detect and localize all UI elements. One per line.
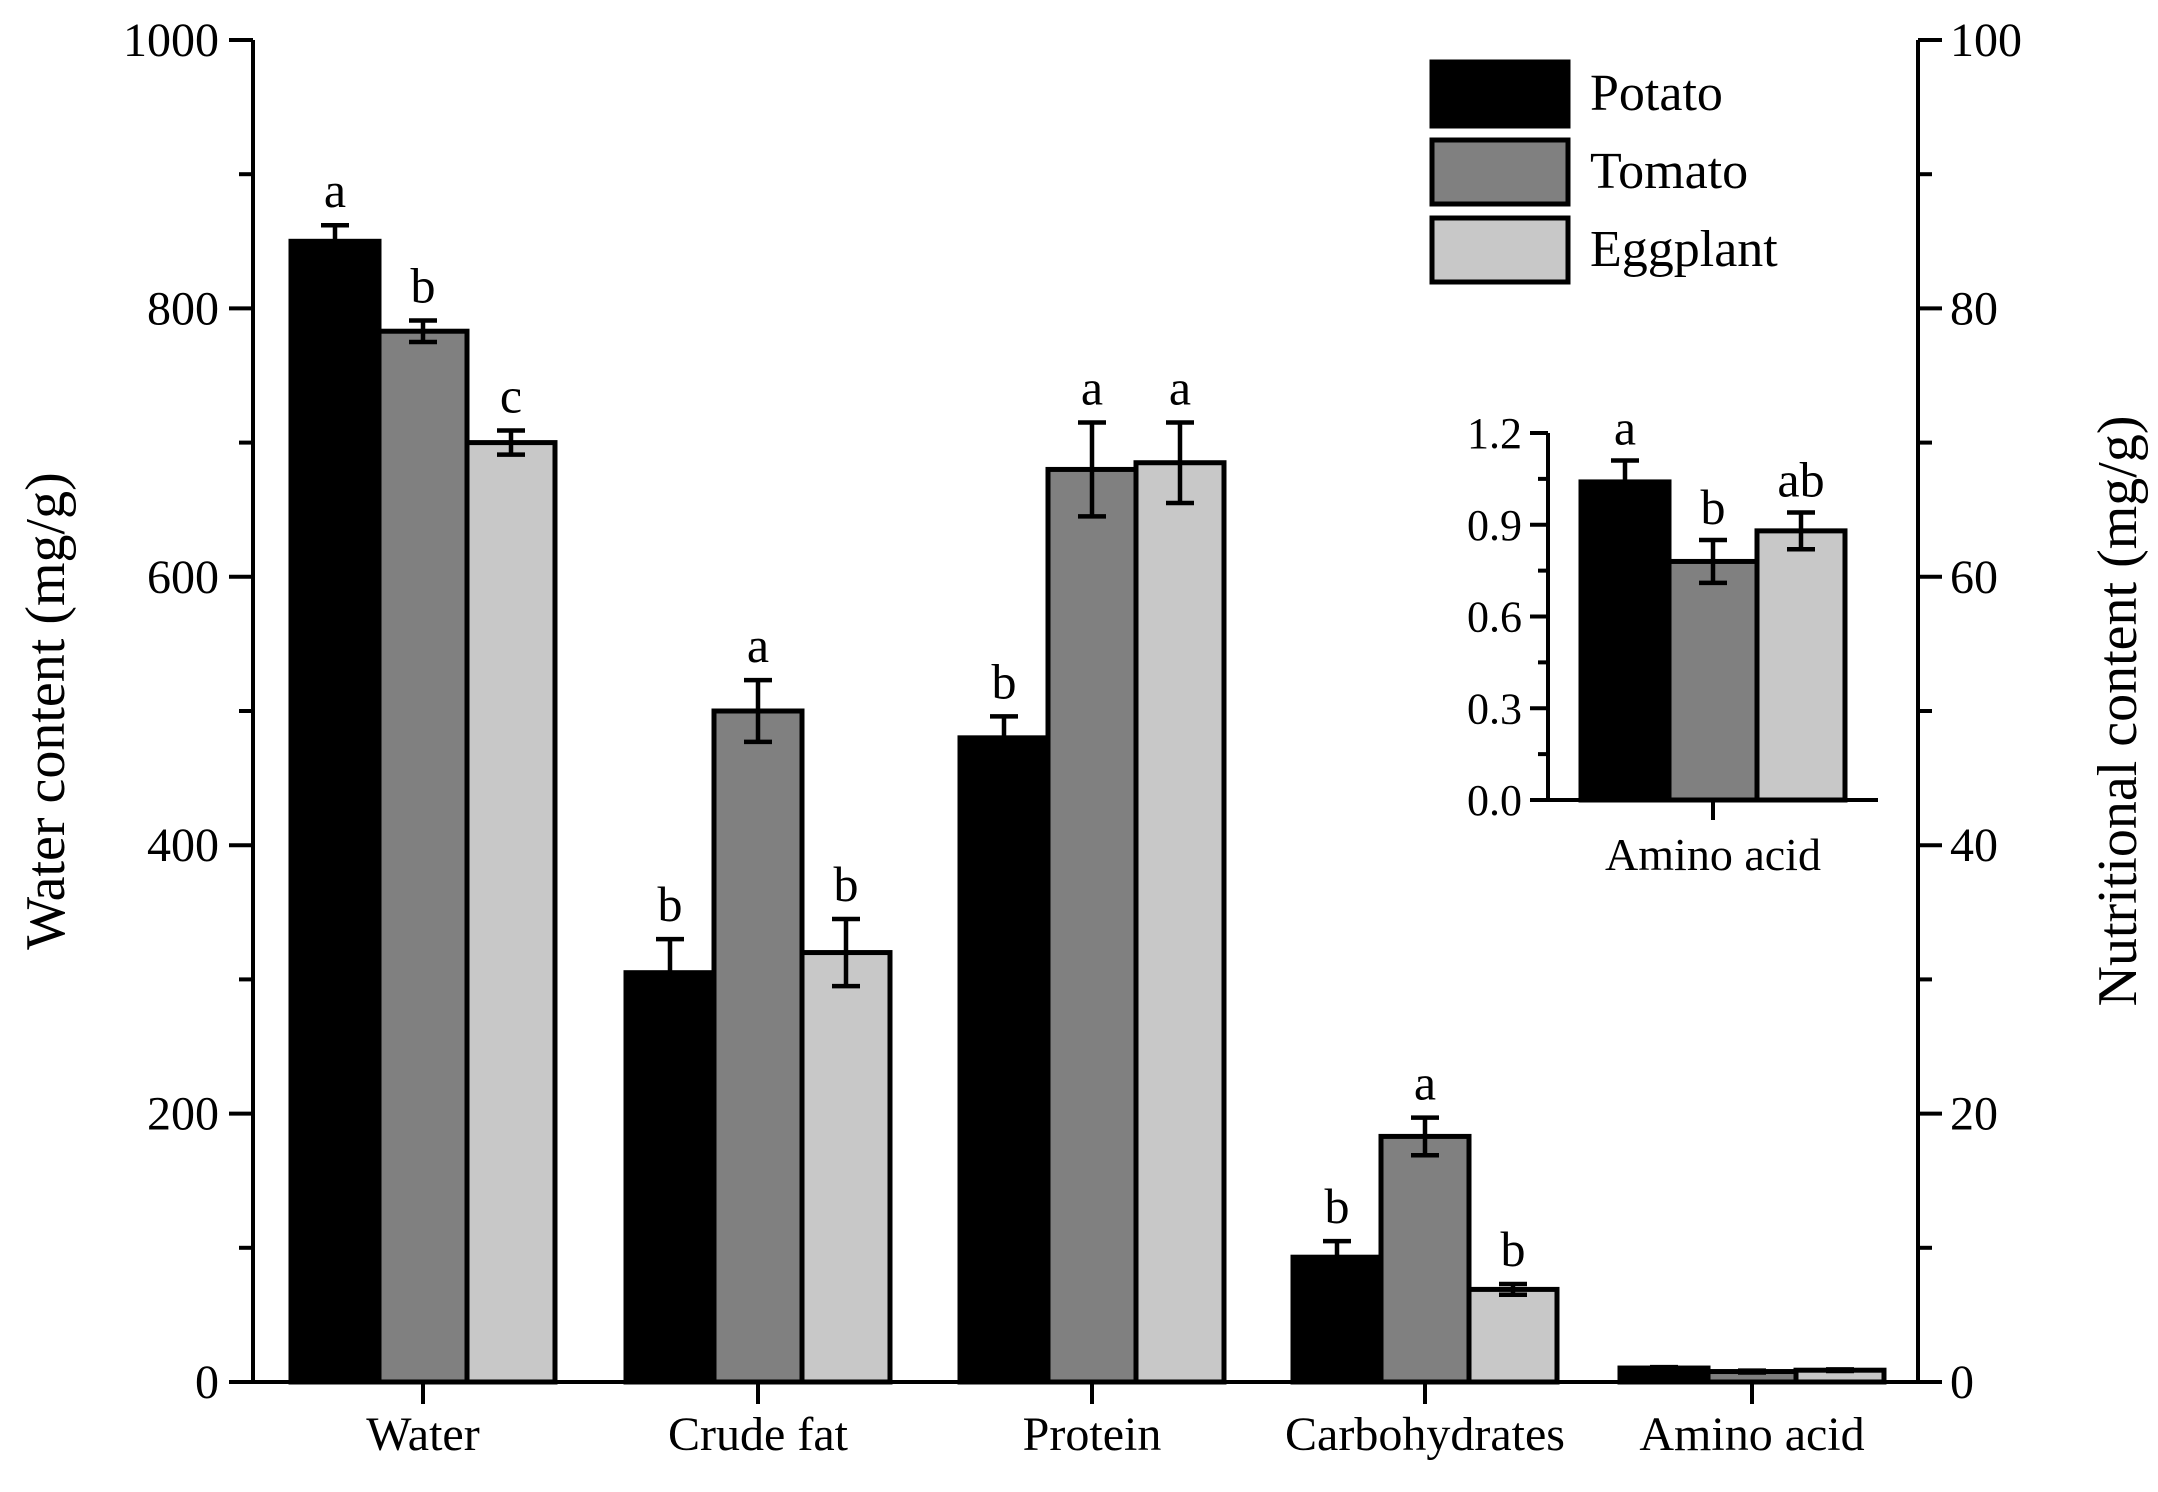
left-tick-label: 1000 (123, 14, 219, 67)
bar-eggplant (799, 950, 893, 1385)
significance-label: b (834, 856, 859, 912)
inset-significance-label: b (1701, 479, 1726, 535)
right-tick-label: 20 (1950, 1088, 1998, 1141)
category-label: Carbohydrates (1285, 1408, 1565, 1461)
left-tick-label: 0 (195, 1356, 219, 1409)
bar-tomato (1045, 466, 1139, 1385)
bar-potato (288, 238, 382, 1385)
inset-bar-tomato (1666, 558, 1760, 803)
inset-tick-label: 0.6 (1467, 593, 1522, 642)
left-tick-label: 200 (147, 1088, 219, 1141)
left-axis-title: Water content (mg/g) (15, 472, 77, 950)
inset-category-label: Amino acid (1605, 829, 1821, 880)
left-tick-label: 800 (147, 282, 219, 335)
bar-eggplant (1133, 460, 1227, 1385)
category-label: Amino acid (1639, 1408, 1864, 1461)
significance-label: b (658, 876, 683, 932)
category-label: Crude fat (668, 1408, 849, 1461)
inset-significance-label: ab (1777, 452, 1824, 508)
bar-tomato (711, 708, 805, 1385)
inset-bar-potato (1578, 479, 1672, 803)
bar-potato (623, 970, 717, 1385)
right-axis-title: Nutritional content (mg/g) (2087, 416, 2149, 1007)
bar-potato (1290, 1254, 1384, 1385)
inset-tick-label: 0.3 (1467, 684, 1522, 733)
right-tick-label: 100 (1950, 14, 2022, 67)
inset-tick-label: 0.9 (1467, 501, 1522, 550)
legend-label-eggplant: Eggplant (1590, 221, 1778, 278)
left-tick-label: 400 (147, 819, 219, 872)
legend-swatch-tomato (1429, 137, 1571, 207)
legend-label-potato: Potato (1590, 65, 1723, 122)
significance-label: b (992, 653, 1017, 709)
bar-eggplant (464, 440, 558, 1385)
right-tick-label: 80 (1950, 282, 1998, 335)
significance-label: a (747, 617, 769, 673)
significance-label: a (1081, 359, 1103, 415)
significance-label: a (1414, 1055, 1436, 1111)
category-label: Protein (1023, 1408, 1162, 1461)
bar-tomato (376, 328, 470, 1385)
significance-label: a (324, 162, 346, 218)
legend-swatch-eggplant (1429, 215, 1571, 285)
inset-bar-eggplant (1754, 528, 1848, 803)
significance-label: b (1325, 1178, 1350, 1234)
significance-label: b (1501, 1221, 1526, 1277)
right-tick-label: 60 (1950, 551, 1998, 604)
category-label: Water (366, 1408, 479, 1461)
legend-label-tomato: Tomato (1590, 143, 1748, 200)
significance-label: c (500, 368, 522, 424)
bar-potato (957, 735, 1051, 1385)
significance-label: b (411, 257, 436, 313)
significance-label: a (1169, 359, 1191, 415)
inset-significance-label: a (1614, 400, 1636, 456)
right-tick-label: 40 (1950, 819, 1998, 872)
bar-tomato (1378, 1133, 1472, 1385)
bar-eggplant (1466, 1286, 1560, 1385)
inset-tick-label: 0.0 (1467, 776, 1522, 825)
right-tick-label: 0 (1950, 1356, 1974, 1409)
legend-swatch-potato (1429, 59, 1571, 129)
inset-tick-label: 1.2 (1467, 409, 1522, 458)
left-tick-label: 600 (147, 551, 219, 604)
